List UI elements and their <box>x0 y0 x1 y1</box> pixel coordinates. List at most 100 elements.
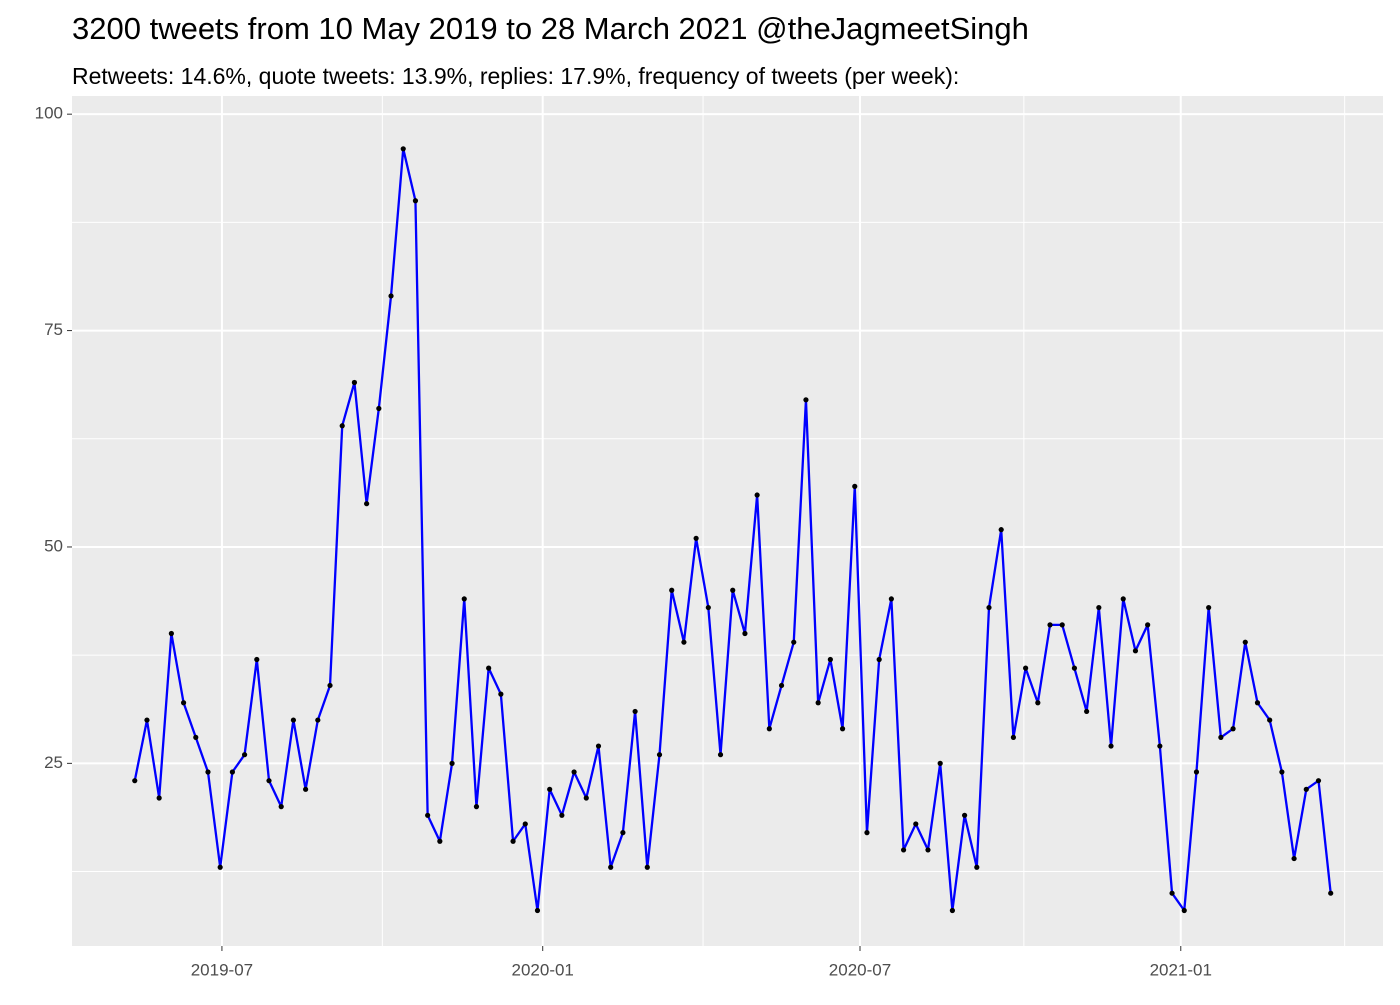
point <box>632 708 638 715</box>
point <box>900 847 907 853</box>
point <box>1303 786 1309 792</box>
point <box>864 830 870 836</box>
point <box>193 734 199 740</box>
y-tick-label: 25 <box>44 753 63 772</box>
point <box>1328 890 1334 896</box>
point <box>278 804 284 810</box>
point <box>449 760 455 766</box>
point <box>400 146 406 152</box>
point <box>1315 778 1322 784</box>
point <box>1010 734 1017 740</box>
point <box>1071 665 1078 671</box>
point <box>705 604 711 611</box>
point <box>742 630 748 637</box>
point <box>327 682 333 689</box>
point <box>559 812 565 818</box>
point <box>669 587 675 593</box>
point <box>1047 622 1053 628</box>
point <box>1218 734 1224 740</box>
point <box>486 665 492 671</box>
x-tick-label: 2019-07 <box>191 960 253 979</box>
point <box>1254 700 1261 706</box>
point <box>1132 648 1139 654</box>
y-tick-label: 50 <box>44 536 63 555</box>
point <box>1181 907 1187 914</box>
point <box>1157 743 1163 749</box>
point <box>1267 717 1273 723</box>
point <box>827 656 833 663</box>
point <box>644 864 650 870</box>
point <box>266 778 272 784</box>
point <box>949 907 955 914</box>
point <box>998 527 1004 533</box>
point <box>620 830 626 836</box>
point <box>1279 769 1285 775</box>
x-tick-label: 2020-01 <box>512 960 574 979</box>
point <box>656 752 663 758</box>
point <box>1023 665 1029 671</box>
point <box>583 795 589 801</box>
point <box>412 198 419 204</box>
point <box>1242 639 1248 645</box>
point <box>839 726 846 732</box>
point <box>144 717 150 723</box>
point <box>1035 700 1041 706</box>
point <box>351 379 358 386</box>
point <box>961 812 968 818</box>
point <box>1096 604 1102 611</box>
point <box>803 397 809 403</box>
point <box>217 864 223 870</box>
point <box>180 700 187 706</box>
x-tick-label: 2020-07 <box>829 960 891 979</box>
point <box>388 293 394 299</box>
point <box>534 907 541 914</box>
point <box>229 769 235 775</box>
point <box>303 786 309 792</box>
point <box>364 501 370 507</box>
point <box>778 682 785 689</box>
y-tick-label: 100 <box>35 104 63 123</box>
point <box>461 596 467 602</box>
point <box>241 752 248 758</box>
point <box>595 743 602 749</box>
point <box>1193 769 1200 775</box>
point <box>693 535 699 541</box>
point <box>1291 855 1297 862</box>
point <box>717 752 724 758</box>
point <box>156 795 162 801</box>
point <box>425 812 431 818</box>
point <box>1108 743 1114 749</box>
point <box>571 769 577 775</box>
point <box>205 769 211 775</box>
point <box>254 656 260 663</box>
point <box>986 604 992 611</box>
point <box>815 700 821 706</box>
point <box>937 760 943 766</box>
point <box>1120 596 1126 602</box>
point <box>1059 622 1065 628</box>
point <box>888 596 894 602</box>
point <box>730 587 736 593</box>
point <box>132 778 138 784</box>
point <box>876 656 882 663</box>
point <box>852 483 858 489</box>
point <box>168 630 174 637</box>
plot-panel <box>72 96 1383 946</box>
point <box>290 717 297 723</box>
x-tick-label: 2021-01 <box>1150 960 1212 979</box>
point <box>608 864 614 870</box>
point <box>681 639 687 645</box>
point <box>498 691 504 697</box>
point <box>1084 708 1090 715</box>
point <box>1145 622 1151 628</box>
point <box>547 786 553 792</box>
point <box>754 492 760 498</box>
point <box>376 405 382 412</box>
point <box>522 821 528 827</box>
point <box>791 639 797 645</box>
point <box>315 717 321 723</box>
chart-title: 3200 tweets from 10 May 2019 to 28 March… <box>72 11 1029 46</box>
point <box>1206 604 1212 611</box>
chart-subtitle: Retweets: 14.6%, quote tweets: 13.9%, re… <box>72 63 959 89</box>
